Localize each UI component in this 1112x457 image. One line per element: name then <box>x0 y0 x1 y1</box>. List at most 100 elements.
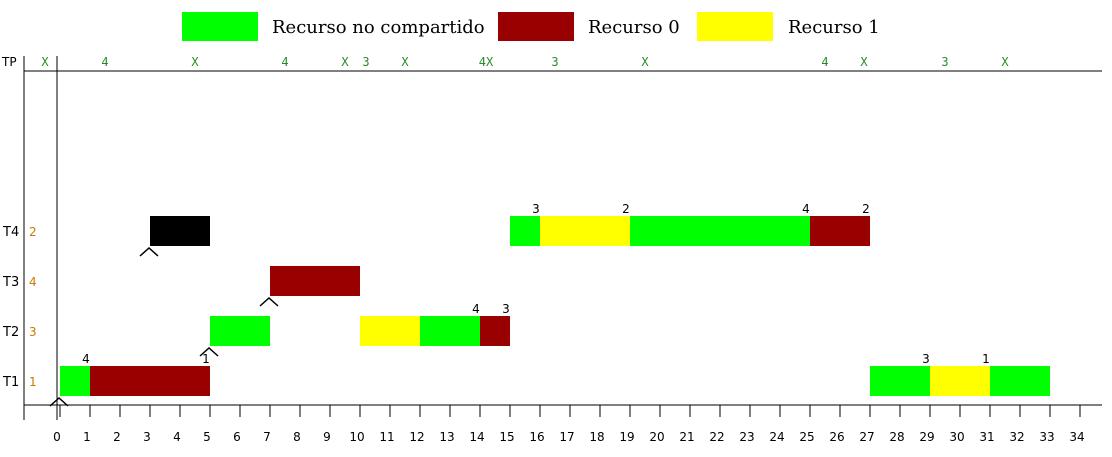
x-tick-label: 28 <box>889 430 904 444</box>
tp-label: TP <box>1 55 17 69</box>
x-tick-label: 18 <box>589 430 604 444</box>
segment-annotation: 4 <box>472 302 480 316</box>
x-tick-label: 29 <box>919 430 934 444</box>
x-tick-label: 0 <box>53 430 61 444</box>
tp-mark: X <box>860 55 868 69</box>
arrival-marker-icon <box>139 246 159 257</box>
x-tick-label: 6 <box>233 430 241 444</box>
tp-mark: X <box>41 55 49 69</box>
segment-annotation: 3 <box>922 352 930 366</box>
x-tick-label: 17 <box>559 430 574 444</box>
time-axis: 0 1 2 3 4 5 6 7 8 9 10 11 12 13 14 15 16 17 18 19 20 21 22 23 24… <box>24 404 1102 444</box>
execution-segment <box>420 316 480 346</box>
x-tick-label: 5 <box>203 430 211 444</box>
x-tick-label: 15 <box>499 430 514 444</box>
tp-mark: 4 <box>281 55 288 69</box>
tp-mark: X <box>191 55 199 69</box>
task-name: T4 <box>2 225 19 240</box>
segment-annotation: 4 <box>802 202 810 216</box>
arrival-marker-icon <box>259 296 279 307</box>
segment-annotation: 4 <box>82 352 90 366</box>
execution-segment <box>630 216 810 246</box>
x-tick-label: 24 <box>769 430 784 444</box>
tp-mark: 4 <box>101 55 108 69</box>
x-tick-label: 2 <box>113 430 121 444</box>
tp-mark: X <box>401 55 409 69</box>
task-priority: 3 <box>29 325 37 339</box>
x-tick-label: 8 <box>293 430 301 444</box>
x-tick-label: 10 <box>349 430 364 444</box>
x-tick-label: 23 <box>739 430 754 444</box>
x-tick-label: 27 <box>859 430 874 444</box>
legend-label: Recurso 0 <box>588 17 680 38</box>
tp-row: TP X 4 X 4 X 3 X 4X 3 X 4 X 3 X <box>1 55 1009 69</box>
execution-segment <box>540 216 630 246</box>
x-tick-label: 11 <box>379 430 394 444</box>
task-name: T1 <box>2 375 19 390</box>
x-tick-label: 1 <box>83 430 91 444</box>
task-priority: 1 <box>29 375 37 389</box>
task-row-t1: T1 1 4 1 3 1 <box>2 352 1050 407</box>
x-tick-label: 9 <box>323 430 331 444</box>
execution-segment <box>270 266 360 296</box>
tp-mark: X <box>1001 55 1009 69</box>
segment-annotation: 1 <box>982 352 990 366</box>
legend-swatch <box>697 12 773 41</box>
task-name: T3 <box>2 275 19 290</box>
x-tick-label: 14 <box>469 430 484 444</box>
task-name: T2 <box>2 325 19 340</box>
execution-segment <box>210 316 270 346</box>
x-tick-label: 3 <box>143 430 151 444</box>
execution-segment <box>90 366 210 396</box>
x-tick-label: 30 <box>949 430 964 444</box>
task-row-t4: T4 2 3 2 4 2 <box>2 202 870 257</box>
x-tick-label: 4 <box>173 430 181 444</box>
execution-segment <box>360 316 420 346</box>
tp-mark: 4 <box>821 55 828 69</box>
x-tick-label: 20 <box>649 430 664 444</box>
segment-annotation: 2 <box>862 202 870 216</box>
segment-annotation: 1 <box>202 352 210 366</box>
tp-mark: 3 <box>362 55 369 69</box>
x-tick-label: 26 <box>829 430 844 444</box>
legend-swatch <box>182 12 258 41</box>
tp-mark: 3 <box>551 55 558 69</box>
x-tick-label: 22 <box>709 430 724 444</box>
legend-label: Recurso no compartido <box>272 17 485 38</box>
arrival-marker-icon <box>49 396 69 407</box>
legend-label: Recurso 1 <box>788 17 880 38</box>
arrival-marker-icon <box>199 346 219 357</box>
diagram-frame <box>23 56 1102 420</box>
segment-annotation: 2 <box>622 202 630 216</box>
x-tick-label: 32 <box>1009 430 1024 444</box>
legend: Recurso no compartido Recurso 0 Recurso 1 <box>182 12 880 41</box>
x-tick-label: 21 <box>679 430 694 444</box>
tp-mark: X <box>641 55 649 69</box>
task-row-t2: T2 3 4 3 <box>2 302 510 357</box>
task-rows: T4 2 3 2 4 2 T3 4 T2 3 4 3 T1 1 4 1 3 1 <box>2 202 1050 407</box>
x-tick-label: 12 <box>409 430 424 444</box>
x-tick-label: 19 <box>619 430 634 444</box>
x-tick-label: 25 <box>799 430 814 444</box>
segment-annotation: 3 <box>532 202 540 216</box>
execution-segment <box>480 316 510 346</box>
task-priority: 4 <box>29 275 37 289</box>
task-priority: 2 <box>29 225 37 239</box>
x-tick-label: 7 <box>263 430 271 444</box>
tp-mark: X <box>341 55 349 69</box>
x-tick-label: 13 <box>439 430 454 444</box>
execution-segment <box>990 366 1050 396</box>
x-tick-label: 31 <box>979 430 994 444</box>
execution-segment <box>870 366 930 396</box>
tp-mark: 4X <box>479 55 494 69</box>
execution-segment <box>150 216 210 246</box>
x-tick-label: 34 <box>1069 430 1084 444</box>
x-tick-label: 33 <box>1039 430 1054 444</box>
execution-segment <box>60 366 90 396</box>
task-row-t3: T3 4 <box>2 266 360 307</box>
x-tick-label: 16 <box>529 430 544 444</box>
segment-annotation: 3 <box>502 302 510 316</box>
execution-segment <box>810 216 870 246</box>
execution-segment <box>930 366 990 396</box>
